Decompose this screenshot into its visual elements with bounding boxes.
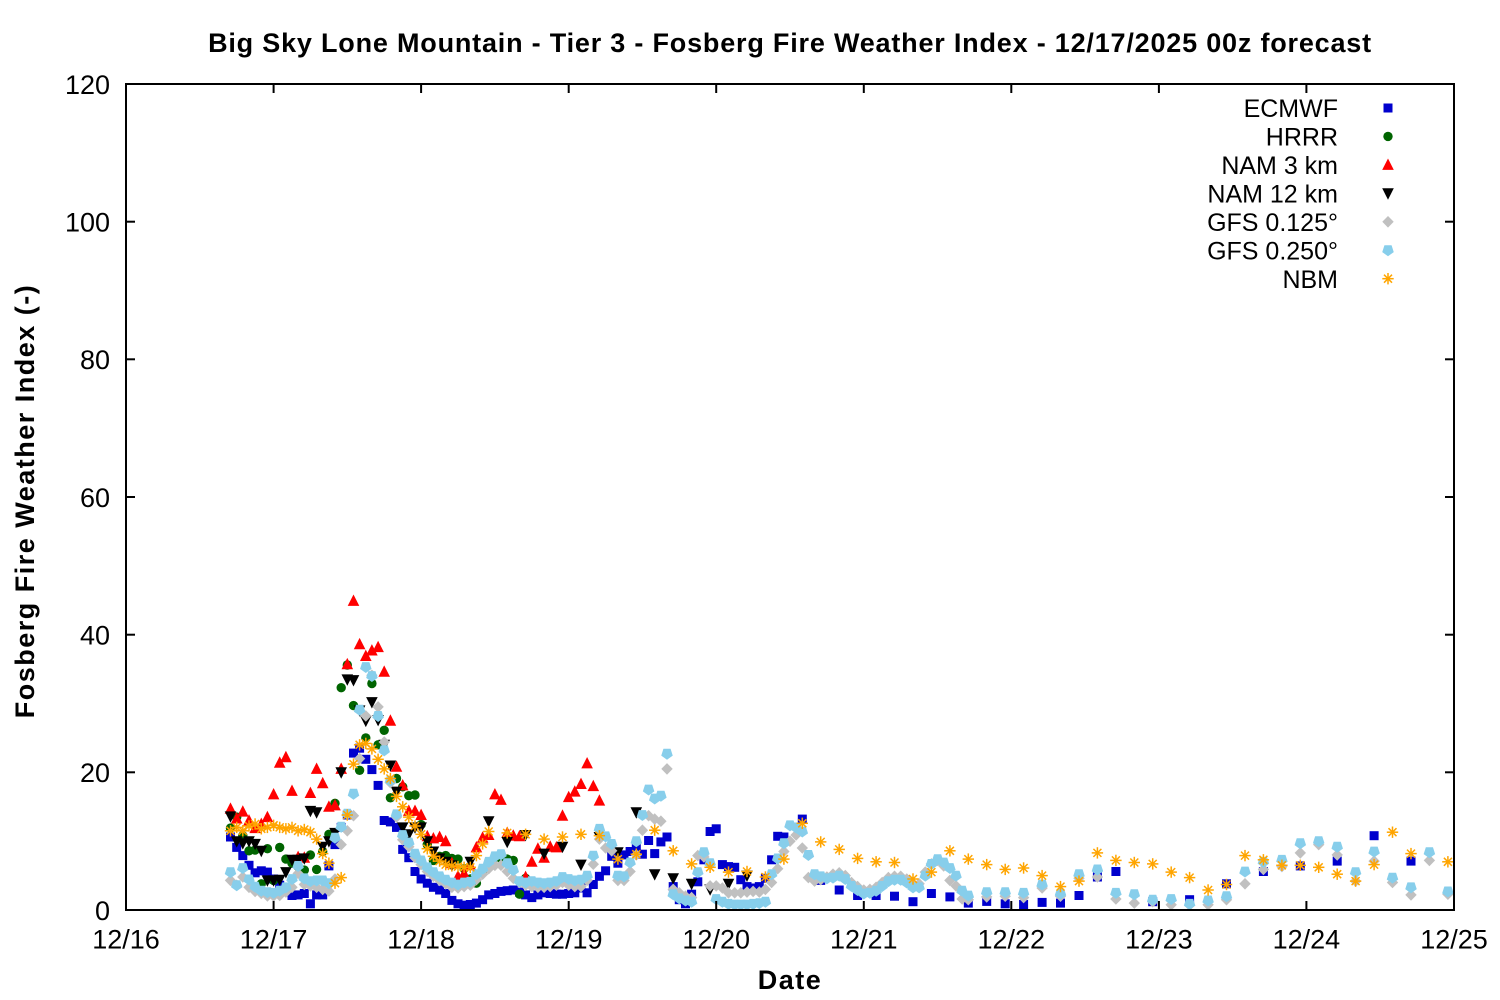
svg-text:0: 0 [95,896,110,926]
svg-text:12/21: 12/21 [830,925,898,955]
svg-text:NBM: NBM [1282,266,1338,294]
svg-text:12/19: 12/19 [535,925,603,955]
svg-text:80: 80 [80,345,110,375]
svg-text:ECMWF: ECMWF [1244,95,1338,123]
svg-text:12/20: 12/20 [682,925,750,955]
svg-text:GFS 0.250°: GFS 0.250° [1207,237,1338,265]
svg-text:12/25: 12/25 [1420,925,1488,955]
svg-text:NAM 12 km: NAM 12 km [1207,180,1338,208]
svg-text:12/17: 12/17 [240,925,308,955]
svg-text:12/23: 12/23 [1125,925,1193,955]
svg-text:40: 40 [80,621,110,651]
svg-text:12/24: 12/24 [1273,925,1341,955]
svg-text:100: 100 [65,208,110,238]
svg-text:Big Sky Lone Mountain - Tier 3: Big Sky Lone Mountain - Tier 3 - Fosberg… [208,28,1372,58]
svg-text:120: 120 [65,70,110,100]
svg-text:12/18: 12/18 [387,925,455,955]
svg-text:60: 60 [80,483,110,513]
svg-text:12/16: 12/16 [92,925,160,955]
svg-text:12/22: 12/22 [978,925,1046,955]
svg-text:NAM 3 km: NAM 3 km [1221,152,1338,180]
svg-text:Date: Date [758,965,823,995]
svg-text:HRRR: HRRR [1266,124,1338,152]
svg-text:Fosberg Fire Weather Index (-): Fosberg Fire Weather Index (-) [10,284,40,719]
svg-text:20: 20 [80,758,110,788]
svg-text:GFS 0.125°: GFS 0.125° [1207,209,1338,237]
